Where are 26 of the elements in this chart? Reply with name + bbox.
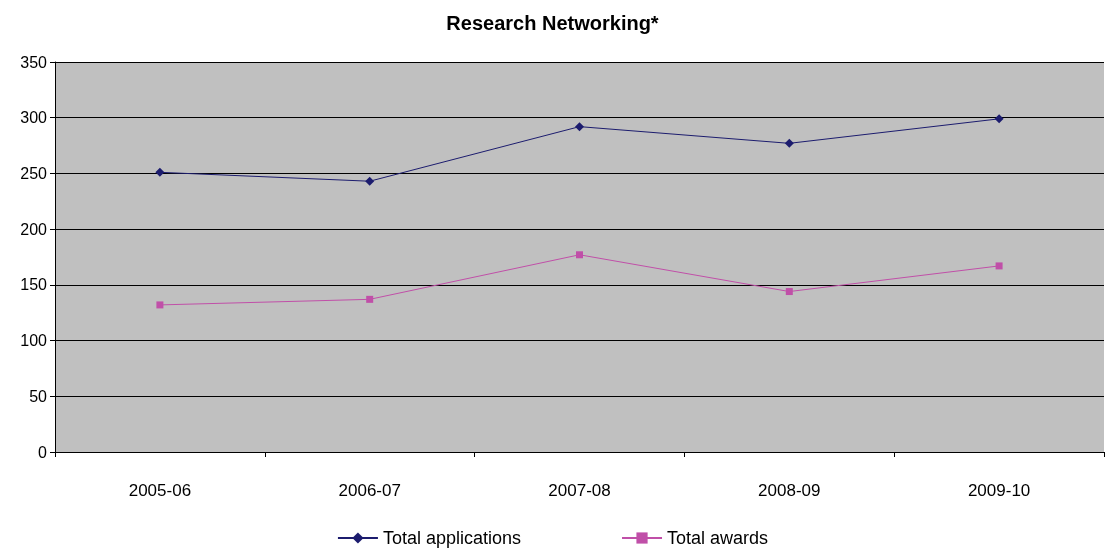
legend-label: Total awards xyxy=(667,528,769,548)
legend-label: Total applications xyxy=(382,528,522,548)
x-tick-label: 2006-07 xyxy=(338,481,401,500)
point xyxy=(995,262,1003,270)
point xyxy=(784,138,794,148)
point xyxy=(155,167,165,177)
point xyxy=(156,301,164,309)
point xyxy=(365,176,375,186)
point xyxy=(785,288,793,296)
x-tick-label: 2008-09 xyxy=(758,481,821,500)
x-tick-label: 2005-06 xyxy=(128,481,192,500)
point xyxy=(575,122,584,132)
y-tick-label: 100 xyxy=(20,332,48,350)
point xyxy=(994,114,1004,124)
y-tick-label: 0 xyxy=(38,443,48,461)
point xyxy=(366,295,374,303)
y-tick-label: 300 xyxy=(20,109,48,127)
point xyxy=(576,251,583,259)
y-tick-label: 350 xyxy=(20,53,48,71)
y-tick-label: 150 xyxy=(20,276,48,294)
x-tick-label: 2009-10 xyxy=(967,481,1031,500)
x-tick-label: 2007-08 xyxy=(548,481,611,500)
y-tick-label: 250 xyxy=(20,164,48,182)
chart-title: Research Networking* xyxy=(446,12,659,34)
y-tick-label: 50 xyxy=(29,387,48,405)
y-tick-label: 200 xyxy=(20,220,48,238)
